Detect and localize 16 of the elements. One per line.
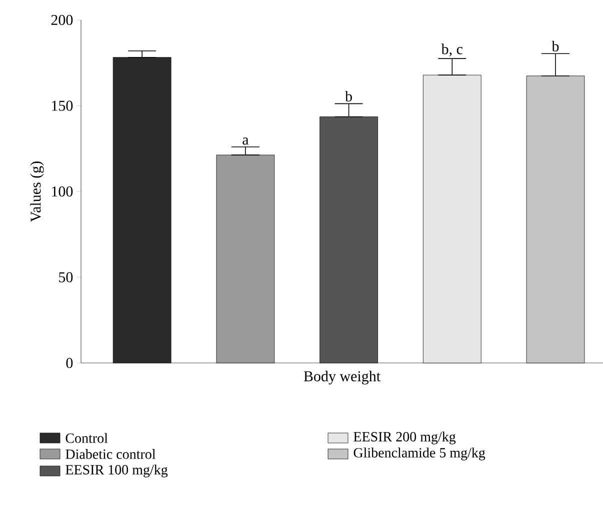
legend-label: EESIR 100 mg/kg xyxy=(66,464,168,478)
y-axis-title: Values (g) xyxy=(30,162,44,222)
data-label: b xyxy=(552,40,559,52)
y-tick-label: 200 xyxy=(51,14,73,26)
y-tick-label: 50 xyxy=(59,272,73,282)
y-tick-label: 100 xyxy=(52,186,73,197)
x-tick-label: Body weight xyxy=(304,370,380,384)
y-tick-label: 150 xyxy=(52,100,73,111)
legend-label: Diabetic control xyxy=(66,449,156,459)
legend-label: Glibenclamide 5 mg/kg xyxy=(354,448,486,460)
data-label: a xyxy=(242,138,249,145)
data-label: b, c xyxy=(441,44,463,56)
y-tick-label: 0 xyxy=(66,358,73,368)
legend-label: Control xyxy=(66,433,108,443)
legend-label: EESIR 200 mg/kg xyxy=(354,432,456,444)
data-label: b xyxy=(345,90,352,102)
